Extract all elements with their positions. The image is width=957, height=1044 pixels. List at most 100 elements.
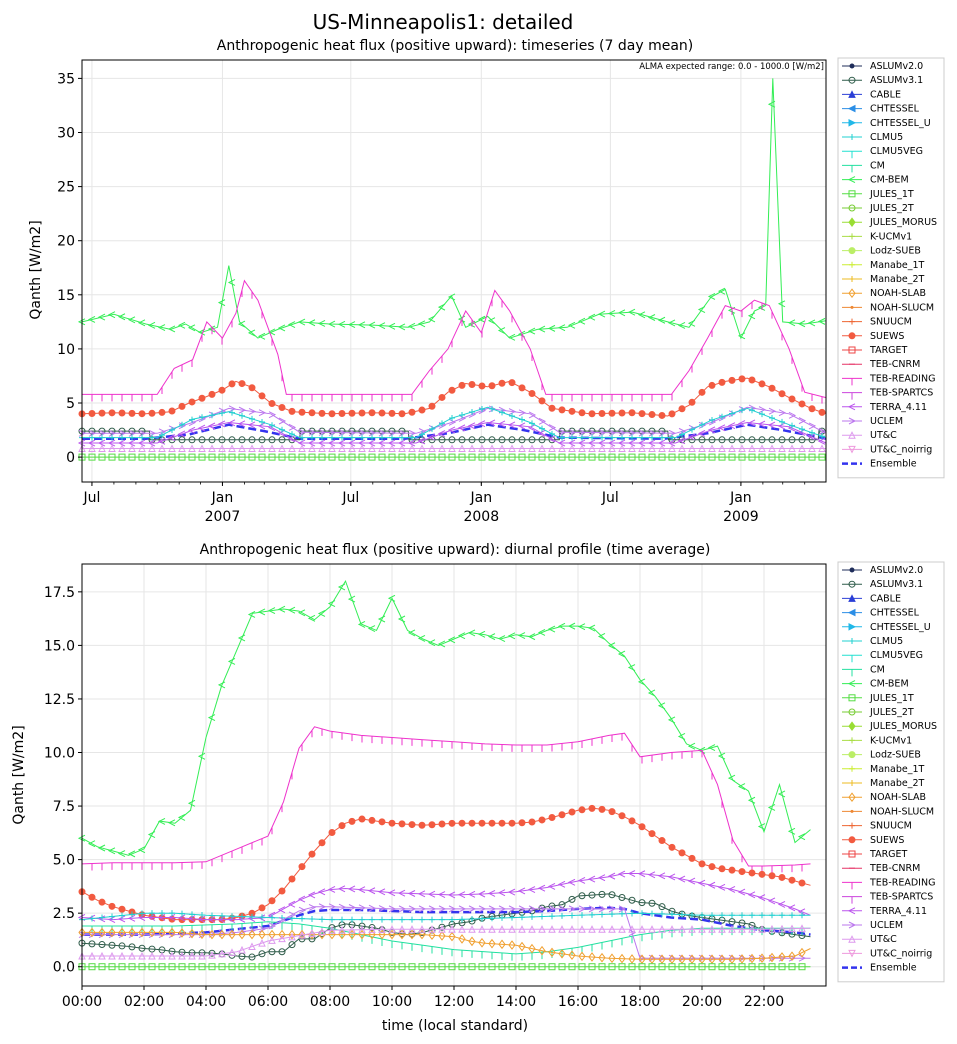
diurnal-point-cm-bem [747,796,756,804]
diurnal-point-ut-c [118,951,126,960]
diurnal-point-aslumv3-1 [128,943,136,951]
diurnal-xtick-label: 10:00 [372,994,412,1010]
timeseries-point-ut-c [588,444,596,452]
timeseries-point-suews [638,410,646,418]
timeseries-point-jules-1t [88,453,96,461]
timeseries-legend-item-aslumv2-0: ASLUMv2.0 [842,61,923,72]
timeseries-legend-item-manabe-1t: Manabe_1T [842,260,925,271]
diurnal-legend-item-ut-c: UT&C [842,934,897,945]
timeseries-point-clmu5 [459,412,465,419]
timeseries-point-terra-4-11 [357,439,366,447]
diurnal-point-suews [758,870,766,878]
diurnal-point-ut-c [288,932,296,941]
timeseries-point-terra-4-11 [227,419,236,427]
diurnal-point-cm-bem [687,742,696,750]
timeseries-point-uclem [818,427,827,435]
timeseries-point-cm-bem [197,328,206,336]
diurnal-point-uclem [358,904,367,912]
timeseries-point-cm-bem [377,322,386,330]
timeseries-point-uclem [538,417,547,425]
diurnal-point-ut-c [308,929,316,937]
timeseries-legend-label-chtessel: CHTESSEL [870,104,920,115]
diurnal-point-uclem [508,905,517,913]
diurnal-point-clmu5 [159,910,165,917]
timeseries-legend-box [837,57,945,479]
diurnal-point-terra-4-11 [767,897,776,905]
timeseries-series-ut-c [78,444,826,452]
diurnal-legend-item-aslumv2-0: ASLUMv2.0 [842,565,923,576]
timeseries-point-ut-c [608,444,616,452]
timeseries-point-aslumv3-1 [238,436,246,444]
diurnal-point-jules-1t [768,963,776,971]
timeseries-point-ut-c [528,444,536,452]
diurnal-point-clmu5 [529,913,535,920]
diurnal-legend-marker-cable [848,594,856,602]
timeseries-point-clmu5 [819,433,825,440]
diurnal-point-noah-slab [528,943,536,954]
timeseries-legend-item-ensemble: Ensemble [842,459,917,470]
diurnal-point-clmu5 [349,916,355,923]
diurnal-legend-label-noah-slab: NOAH-SLAB [870,792,926,803]
timeseries-point-ut-c [538,444,546,452]
timeseries-point-aslumv3-1 [478,436,486,444]
timeseries-point-terra-4-11 [287,435,296,443]
timeseries-point-cm-bem [437,303,446,311]
timeseries-point-clmu5 [809,429,815,436]
diurnal-point-noah-slab [88,927,96,938]
timeseries-legend-label-uclem: UCLEM [870,416,903,427]
timeseries-legend-marker-chtessel-u [848,118,857,127]
diurnal-point-noah-slab [388,929,396,940]
timeseries-point-uclem [78,429,87,437]
diurnal-point-cm-bem [597,633,606,640]
diurnal-point-cm-bem [407,629,416,637]
diurnal-point-cm-bem [757,823,766,830]
timeseries-point-uclem [138,429,147,437]
diurnal-point-terra-4-11 [327,886,336,893]
timeseries-point-aslumv3-1 [278,436,286,444]
diurnal-point-cm-bem [317,610,326,617]
timeseries-legend-item-cm-bem: CM-BEM [842,175,909,186]
timeseries-point-aslumv3-1 [248,436,256,444]
diurnal-point-jules-1t [368,963,376,971]
diurnal-legend-item-cable: CABLE [842,593,901,604]
diurnal-legend-item-jules-1t: JULES_1T [842,693,914,704]
timeseries-legend-label-cm: CM [870,160,885,171]
diurnal-point-terra-4-11 [107,916,116,923]
diurnal-title: Anthropogenic heat flux (positive upward… [200,542,711,558]
timeseries-point-aslumv3-1 [488,436,496,444]
diurnal-point-ut-c [98,951,106,960]
diurnal-ytick-label: 17.5 [44,585,75,601]
timeseries-point-suews [108,409,116,417]
diurnal-point-cm-bem [277,605,286,613]
diurnal-point-clmu5 [559,912,565,919]
timeseries-panel: Anthropogenic heat flux (positive upward… [28,38,945,525]
diurnal-point-ut-c [258,938,266,947]
timeseries-legend-marker-cm-bem [847,176,856,184]
diurnal-point-clmu5 [249,913,255,920]
timeseries-point-terra-4-11 [567,439,576,447]
diurnal-point-cm-bem [627,664,636,671]
diurnal-point-terra-4-11 [657,872,666,880]
diurnal-point-jules-1t [698,963,706,971]
diurnal-point-noah-slab [458,934,466,944]
diurnal-point-cm-bem [367,625,376,632]
timeseries-point-terra-4-11 [397,439,406,447]
timeseries-point-clmu5 [159,432,165,439]
diurnal-series-line-ensemble [82,906,811,936]
diurnal-point-terra-4-11 [737,888,746,896]
diurnal-point-terra-4-11 [557,880,566,888]
diurnal-legend-label-jules-1t: JULES_1T [869,693,914,704]
timeseries-point-cm-bem [107,311,116,319]
diurnal-legend: ASLUMv2.0 ASLUMv3.1 CABLE CHTESSEL CHTESSEL_… [837,561,945,983]
diurnal-legend-item-lodz-sueb: Lodz-SUEB [842,750,921,761]
timeseries-point-clmu5 [779,418,785,425]
diurnal-point-suews [98,898,106,906]
diurnal-point-aslumv3-1 [258,950,266,958]
diurnal-point-ut-c [778,924,786,933]
timeseries-legend-label-k-ucmv1: K-UCMv1 [870,231,912,242]
timeseries-legend-item-k-ucmv1: K-UCMv1 [842,231,912,242]
diurnal-point-clmu5 [439,916,445,923]
diurnal-point-suews [458,819,466,827]
timeseries-point-clmu5 [679,431,685,438]
timeseries-point-ut-c [418,444,426,452]
